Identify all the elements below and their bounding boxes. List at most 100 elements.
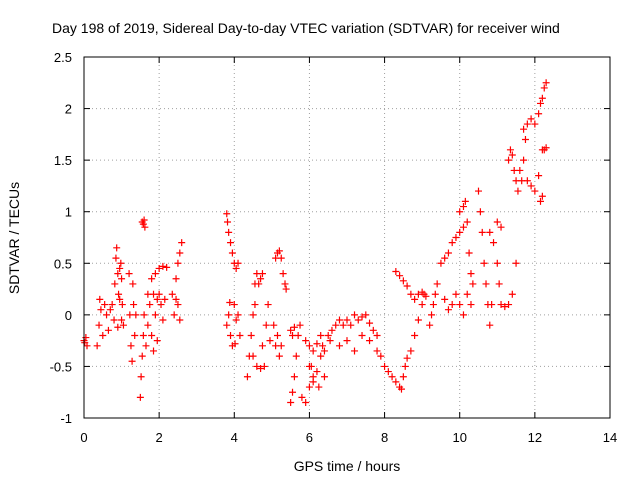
data-point (279, 270, 287, 278)
data-point (153, 295, 161, 303)
data-point (396, 272, 404, 280)
data-point (140, 216, 148, 224)
data-point (535, 110, 543, 118)
x-tick-label: 8 (381, 430, 388, 445)
data-point (523, 120, 531, 128)
data-point (467, 270, 475, 278)
data-point (514, 187, 522, 195)
data-point (225, 228, 233, 236)
data-point (289, 388, 297, 396)
data-point (527, 115, 535, 123)
x-tick-label: 4 (231, 430, 238, 445)
data-point (249, 311, 257, 319)
data-point (309, 347, 317, 355)
data-point (110, 316, 118, 324)
data-point (536, 197, 544, 205)
data-point (117, 259, 125, 267)
y-tick-label: 2 (65, 102, 72, 117)
data-point (482, 280, 490, 288)
data-point (358, 313, 366, 321)
data-point (128, 357, 136, 365)
data-point (176, 249, 184, 257)
data-point (159, 316, 167, 324)
data-point (452, 290, 460, 298)
data-point (384, 368, 392, 376)
data-point (116, 295, 124, 303)
data-point (324, 331, 332, 339)
data-point (108, 301, 116, 309)
data-point (403, 354, 411, 362)
data-point (475, 187, 482, 195)
data-point (142, 342, 150, 350)
data-point (388, 373, 396, 381)
data-point (523, 177, 531, 185)
data-point (366, 319, 374, 327)
data-point (354, 316, 362, 324)
data-point (281, 280, 289, 288)
data-point (493, 218, 501, 226)
x-tick-label: 2 (156, 430, 163, 445)
y-tick-label: -1 (60, 411, 72, 426)
data-point (411, 331, 419, 339)
data-point (111, 280, 119, 288)
y-tick-label: 0.5 (54, 256, 72, 271)
data-point (377, 352, 385, 360)
data-point (106, 306, 114, 314)
x-tick-label: 14 (603, 430, 617, 445)
data-point (506, 146, 514, 154)
data-point (292, 352, 300, 360)
grid (84, 57, 610, 418)
data-point (227, 239, 235, 247)
data-point (535, 172, 543, 180)
data-point (275, 352, 283, 360)
data-point (95, 321, 103, 329)
data-point (302, 399, 310, 407)
data-point (422, 292, 430, 300)
data-point (339, 321, 347, 329)
data-point (313, 368, 321, 376)
data-point (411, 295, 419, 303)
data-point (172, 295, 180, 303)
data-point (148, 275, 156, 283)
data-point (126, 311, 134, 319)
data-point (232, 316, 240, 324)
axis-ticks: 0 2 4 6 8 10 12 14 -1 -0.5 0 0.5 1 1.5 2 2.5 (50, 50, 618, 445)
data-point (478, 228, 486, 236)
data-point (542, 144, 550, 152)
data-point (448, 239, 456, 247)
data-point (495, 280, 503, 288)
data-point (456, 301, 464, 309)
data-point (161, 295, 169, 303)
data-point (258, 270, 266, 278)
data-point (538, 94, 546, 102)
data-point (414, 290, 422, 298)
x-tick-label: 0 (80, 430, 87, 445)
data-point (433, 280, 441, 288)
plot-frame (83, 56, 611, 419)
data-point (270, 321, 278, 329)
data-point (351, 311, 359, 319)
data-point (163, 263, 171, 271)
data-point (328, 326, 336, 334)
data-point (467, 301, 475, 309)
y-tick-label: -0.5 (50, 359, 72, 374)
data-point (172, 275, 180, 283)
data-point (418, 301, 426, 309)
data-point (480, 259, 488, 267)
y-tick-label: 2.5 (54, 50, 72, 65)
data-point (253, 362, 261, 370)
data-point (392, 268, 400, 276)
data-point (486, 228, 494, 236)
data-point (444, 249, 452, 257)
data-point (151, 311, 159, 319)
data-point (119, 321, 127, 329)
data-point (315, 383, 323, 391)
data-point (236, 331, 244, 339)
data-point (347, 321, 355, 329)
data-point (399, 373, 407, 381)
data-point (431, 290, 439, 298)
data-point (129, 280, 137, 288)
data-point (112, 254, 120, 262)
data-point (131, 331, 139, 339)
